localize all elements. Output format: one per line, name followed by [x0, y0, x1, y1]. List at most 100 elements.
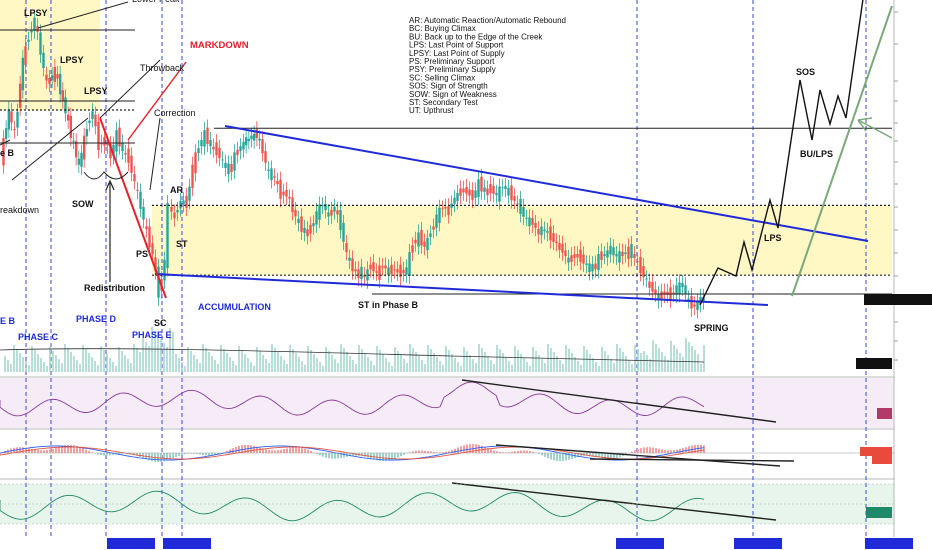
- ar-label: AR: [170, 185, 183, 195]
- macd-histogram-bar: [499, 451, 501, 453]
- time-axis[interactable]: [0, 537, 932, 550]
- volume-bar: [97, 365, 99, 372]
- candle-body: [118, 127, 121, 147]
- macd-histogram-bar: [403, 453, 405, 455]
- volume-bar: [445, 346, 447, 372]
- candle-body: [618, 251, 621, 263]
- volume-bar: [289, 345, 291, 372]
- candle-body: [188, 186, 191, 201]
- macd-histogram-bar: [265, 449, 267, 453]
- projection-green-line: [791, 5, 893, 297]
- macd-histogram-bar: [331, 453, 333, 459]
- histogram-badge: [860, 447, 892, 456]
- volume-bar: [262, 355, 264, 372]
- spring-label: SPRING: [694, 323, 729, 333]
- candle-body: [173, 212, 176, 219]
- candle-body: [363, 275, 366, 278]
- throwback-leader: [99, 59, 161, 119]
- macd-histogram-bar: [319, 453, 321, 456]
- volume-bar: [286, 364, 288, 372]
- candle-body: [224, 162, 227, 169]
- volume-bar: [595, 362, 597, 372]
- candle-body: [109, 144, 112, 159]
- volume-bar: [160, 339, 162, 372]
- volume-bar: [439, 361, 441, 372]
- volume-bar: [259, 351, 261, 372]
- lpsy-top-label: LPSY: [24, 8, 48, 18]
- volume-bar: [514, 346, 516, 372]
- macd-histogram-bar: [109, 453, 111, 456]
- macd-histogram-bar: [487, 448, 489, 453]
- candle-body: [519, 198, 522, 215]
- time-label-box: [865, 538, 913, 549]
- volume-bar: [580, 365, 582, 372]
- volume-bar: [367, 357, 369, 372]
- macd-histogram-bar: [541, 453, 543, 456]
- volume-bar: [400, 355, 402, 372]
- volume-bar: [526, 362, 528, 372]
- volume-bar: [247, 358, 249, 372]
- signal-badge: [872, 455, 892, 464]
- macd-histogram-bar: [250, 445, 252, 453]
- candle-body: [133, 174, 136, 182]
- volume-bar: [670, 341, 672, 372]
- candle-body: [106, 143, 109, 146]
- candle-body: [564, 250, 567, 257]
- volume-bar: [388, 362, 390, 372]
- volume-bar: [22, 357, 24, 372]
- candle-body: [393, 269, 396, 271]
- candle-body: [645, 278, 648, 280]
- volume-bar: [682, 357, 684, 372]
- main-pane-bg: [0, 0, 894, 376]
- candle-body: [663, 291, 666, 295]
- macd-histogram-bar: [64, 445, 66, 453]
- volume-bar: [244, 354, 246, 372]
- macd-histogram-bar: [166, 453, 168, 461]
- projection-green-arrow: [857, 119, 893, 139]
- macd-histogram-bar: [460, 446, 462, 453]
- macd-histogram-bar: [46, 449, 48, 453]
- candle-body: [432, 226, 435, 230]
- macd-histogram-bar: [418, 450, 420, 453]
- macd-histogram-bar: [295, 447, 297, 453]
- macd-histogram-bar: [508, 452, 510, 453]
- candle-body: [621, 251, 624, 257]
- candle-body: [399, 264, 402, 278]
- candle-body: [33, 17, 36, 31]
- volume-bar: [337, 363, 339, 372]
- macd-histogram-bar: [478, 444, 480, 453]
- candle-body: [474, 190, 477, 198]
- macd-histogram-bar: [277, 450, 279, 453]
- volume-bar: [415, 352, 417, 372]
- candle-body: [227, 163, 230, 175]
- macd-histogram-bar: [517, 450, 519, 453]
- volume-bar: [280, 356, 282, 372]
- candle-body: [690, 295, 693, 309]
- volume-bar: [64, 344, 66, 372]
- macd-histogram-bar: [505, 452, 507, 453]
- candle-body: [77, 158, 81, 165]
- candle-body: [513, 196, 516, 201]
- macd-histogram-bar: [55, 447, 57, 453]
- volume-ma-badge: [856, 358, 892, 369]
- macd-histogram-bar: [34, 449, 36, 453]
- drawing-layer: [0, 0, 894, 525]
- candle-body: [456, 192, 459, 202]
- redistribution-arrowhead: [105, 179, 115, 191]
- volume-bar: [202, 344, 204, 372]
- macd-histogram-bar: [550, 453, 552, 460]
- candle-body: [354, 269, 357, 272]
- macd-histogram-bar: [604, 453, 606, 459]
- price-axis[interactable]: [856, 0, 932, 550]
- volume-bar: [193, 355, 195, 372]
- macd-histogram-bar: [370, 453, 372, 459]
- macd-histogram-bar: [676, 449, 678, 453]
- candle-body: [194, 152, 197, 174]
- macd-histogram-bar: [211, 453, 213, 456]
- candle-body: [588, 263, 591, 273]
- volume-bar: [451, 354, 453, 372]
- volume-bar: [175, 354, 177, 372]
- macd-histogram-bar: [502, 452, 504, 453]
- volume-bar: [205, 348, 207, 372]
- volume-bar: [34, 350, 36, 372]
